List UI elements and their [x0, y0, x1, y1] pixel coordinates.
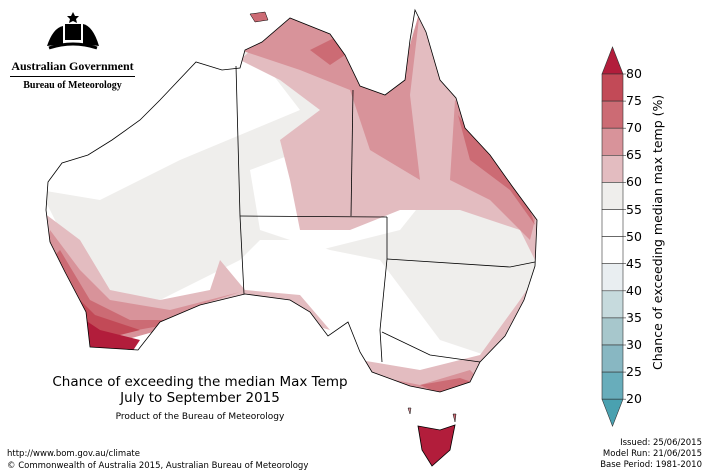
legend-tick-label: 30 — [626, 337, 642, 352]
map-title: Chance of exceeding the median Max Temp … — [20, 374, 380, 425]
legend-tick-label: 50 — [626, 228, 642, 244]
legend-swatch — [601, 371, 624, 400]
title-product: Product of the Bureau of Meteorology — [115, 412, 285, 422]
legend-tick-label: 55 — [626, 201, 642, 217]
legend-tick-label: 60 — [626, 174, 642, 190]
coat-of-arms-icon — [46, 12, 99, 50]
legend-tick-label: 45 — [626, 255, 642, 271]
legend-tick-label: 65 — [626, 147, 642, 163]
legend-under-arrow — [601, 398, 624, 428]
legend-swatch — [601, 344, 624, 373]
state-borders — [235, 65, 536, 363]
footer-meta: Issued: 25/06/2015 Model Run: 21/06/2015… — [600, 438, 702, 471]
legend-swatch — [601, 127, 624, 156]
legend-tick-label: 35 — [626, 309, 642, 325]
legend-tick-label: 40 — [626, 282, 642, 298]
legend-swatch — [601, 290, 624, 319]
legend-colorbar — [601, 46, 626, 428]
legend-swatch — [601, 155, 624, 183]
legend-tick-label: 20 — [626, 391, 642, 407]
title-main: Chance of exceeding the median Max Temp — [52, 374, 348, 390]
logo-government-text: Australian Government — [10, 59, 135, 77]
legend-swatch — [601, 100, 624, 129]
legend-label: Chance of exceeding median max temp (%) — [650, 94, 665, 370]
legend-tick-label: 80 — [626, 66, 642, 81]
copyright: © Commonwealth of Australia 2015, Austra… — [7, 461, 309, 471]
tasmania — [417, 424, 456, 467]
legend-swatch — [601, 73, 624, 102]
legend-tick-label: 75 — [626, 93, 642, 109]
legend-over-arrow — [601, 46, 624, 75]
legend-swatch — [601, 263, 624, 292]
bom-url: http://www.bom.gov.au/climate — [7, 449, 140, 459]
legend-swatch — [601, 182, 624, 210]
legend-tick-label: 70 — [626, 120, 642, 136]
issued-date: Issued: 25/06/2015 — [620, 438, 702, 448]
legend-swatch — [601, 317, 624, 346]
logo-bureau-text: Bureau of Meteorology — [23, 80, 122, 91]
model-run-date: Model Run: 21/06/2015 — [602, 449, 702, 459]
legend-tick-label: 25 — [626, 364, 642, 380]
title-period: July to September 2015 — [120, 390, 280, 406]
bom-logo: Australian Government Bureau of Meteorol… — [10, 10, 135, 91]
legend-swatch — [601, 236, 624, 265]
base-period: Base Period: 1981-2010 — [600, 460, 702, 470]
legend-swatch — [601, 209, 624, 237]
footer-left: http://www.bom.gov.au/climate © Commonwe… — [7, 448, 308, 472]
